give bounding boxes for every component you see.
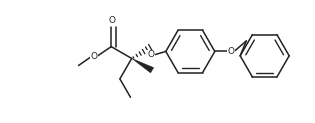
Text: O: O <box>227 47 234 56</box>
Text: O: O <box>147 50 154 59</box>
Text: O: O <box>90 52 97 61</box>
Text: O: O <box>109 16 116 25</box>
Polygon shape <box>132 58 154 73</box>
